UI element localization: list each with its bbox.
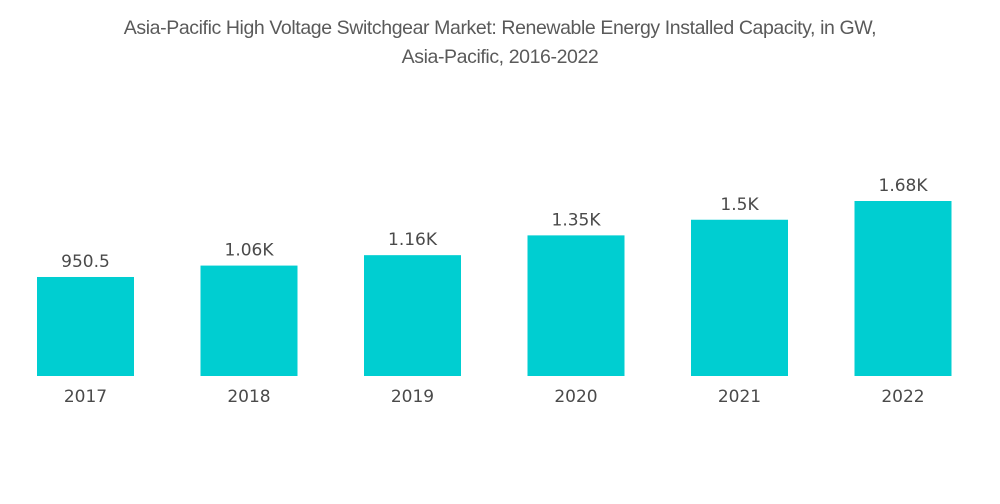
x-tick-label-2017: 2017	[64, 387, 107, 407]
bar-2017	[37, 276, 134, 376]
x-tick-label-2019: 2019	[391, 387, 434, 407]
value-label-2018: 1.06K	[225, 241, 275, 261]
x-tick-label-2022: 2022	[881, 387, 924, 407]
value-label-2021: 1.5K	[720, 195, 759, 215]
chart-title-line-2: Asia-Pacific, 2016-2022	[401, 46, 599, 68]
bars-group	[37, 201, 952, 376]
bar-2021	[691, 219, 788, 376]
x-tick-label-2018: 2018	[227, 387, 270, 407]
chart-title: Asia-Pacific High Voltage Switchgear Mar…	[0, 14, 1000, 72]
value-label-2022: 1.68K	[879, 176, 929, 196]
chart-title-line-1: Asia-Pacific High Voltage Switchgear Mar…	[123, 17, 877, 39]
x-axis-labels-group: 2017 2018 2019 2020 2021 2022	[64, 387, 925, 407]
x-tick-label-2021: 2021	[718, 387, 761, 407]
x-tick-label-2020: 2020	[554, 387, 597, 407]
value-labels-group: 950.5 1.06K 1.16K 1.35K 1.5K 1.68K	[61, 176, 928, 272]
value-label-2020: 1.35K	[552, 210, 602, 230]
value-label-2017: 950.5	[61, 252, 110, 272]
bar-2019	[364, 255, 461, 376]
bar-2022	[854, 201, 952, 376]
value-label-2019: 1.16K	[388, 230, 438, 250]
bar-2020	[527, 235, 625, 376]
bar-2018	[200, 265, 298, 376]
